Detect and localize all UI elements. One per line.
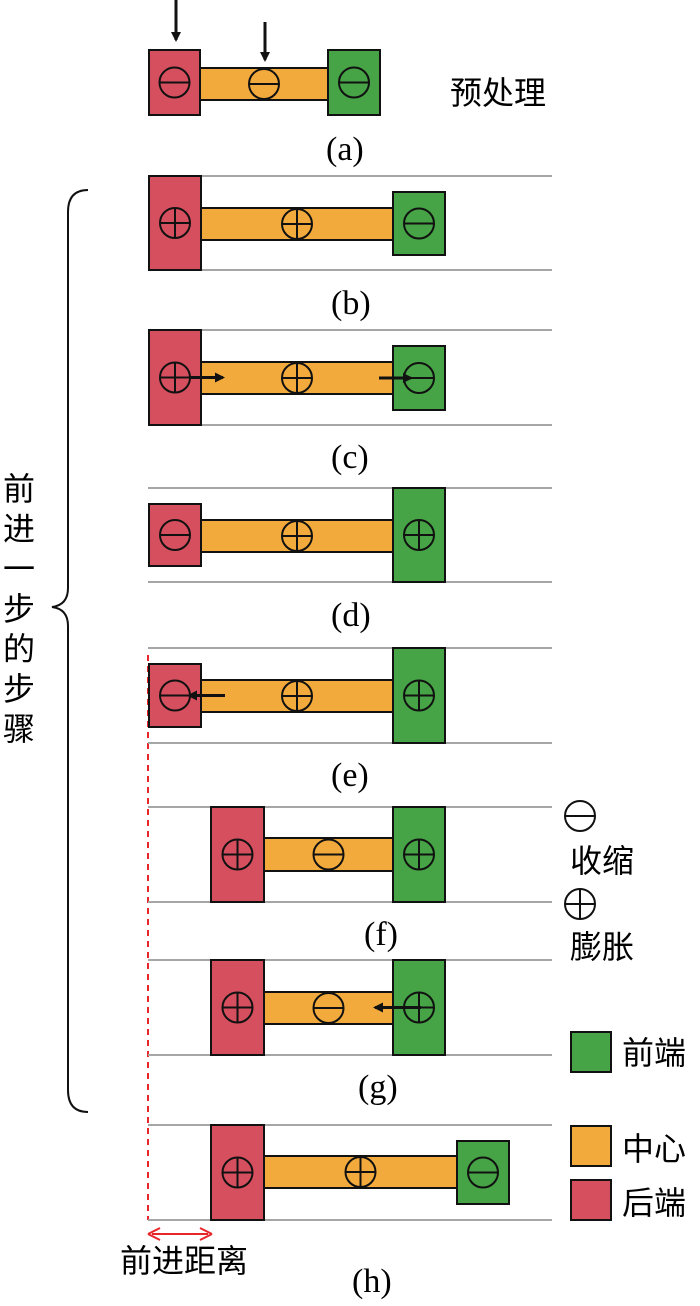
stage-label: (f): [364, 916, 398, 953]
legend-contract-symbol: [564, 800, 596, 832]
center-state-icon: [281, 362, 313, 394]
center-state-icon: [344, 1156, 377, 1188]
front-state-icon: [338, 66, 370, 99]
stage-label: (g): [358, 1069, 398, 1106]
rear-state-icon: [159, 519, 191, 551]
stage-label: (b): [331, 285, 371, 322]
center-state-icon: [312, 838, 345, 871]
stages: (a) (b) (c) (d) (e) (f) (g) (h): [148, 0, 552, 1300]
front-state-icon: [403, 519, 435, 551]
stage-a: (a): [148, 0, 381, 168]
stage-g: (g): [148, 959, 552, 1106]
stage-b: (b): [148, 175, 552, 322]
legend-contract-label: 收缩: [570, 843, 634, 879]
bracket-label-char: 的: [3, 631, 35, 667]
stage-label: (d): [331, 597, 371, 634]
advance-arrow-left-head: [147, 1227, 161, 1241]
stage-label: (h): [352, 1263, 392, 1300]
stage-e: (e): [148, 647, 552, 794]
bracket-label-char: 一: [3, 551, 35, 587]
bracket-label-char: 进: [3, 511, 35, 547]
center-state-icon: [281, 680, 313, 712]
legend-expand-symbol: [564, 888, 596, 920]
legend-center-swatch: [570, 1125, 612, 1167]
legend: 收缩 膨胀 前端 中心 后端: [564, 800, 686, 1221]
stage-h: (h): [148, 1124, 552, 1300]
bracket-label-char: 骤: [3, 711, 35, 747]
bracket-label-char: 步: [3, 671, 35, 707]
stage-f: (f): [148, 806, 552, 953]
bracket-label-char: 步: [3, 591, 35, 627]
stage-label: (e): [331, 757, 369, 794]
stage-c: (c): [148, 329, 552, 476]
stage-label: (a): [326, 131, 364, 168]
expand-symbol-icon: [564, 888, 596, 920]
legend-front-swatch: [570, 1031, 612, 1073]
stage-d: (d): [148, 487, 552, 634]
stage-label: (c): [331, 439, 369, 476]
contract-symbol-icon: [564, 800, 596, 832]
front-state-icon: [403, 207, 435, 240]
advance-arrow-right-head: [199, 1227, 213, 1241]
center-state-icon: [312, 992, 345, 1024]
center-state-icon: [281, 208, 313, 240]
legend-front-label: 前端: [622, 1035, 686, 1071]
center-state-icon: [281, 520, 313, 552]
rear-state-icon: [159, 361, 191, 394]
rear-state-icon: [159, 207, 191, 239]
preprocess-label: 预处理: [450, 75, 546, 111]
front-state-icon: [403, 679, 435, 712]
rear-state-icon: [221, 838, 254, 871]
steps-bracket: [51, 189, 89, 1113]
front-state-icon: [403, 838, 435, 871]
front-state-icon: [467, 1156, 499, 1189]
rear-state-icon: [158, 66, 191, 99]
distance-label: 前进距离: [120, 1243, 248, 1279]
legend-center-label: 中心: [622, 1131, 686, 1167]
legend-rear-swatch: [570, 1179, 612, 1221]
bracket-label-char: 前: [3, 471, 35, 507]
legend-rear-label: 后端: [622, 1185, 686, 1221]
center-state-icon: [248, 68, 280, 100]
legend-expand-label: 膨胀: [570, 929, 634, 965]
rear-state-icon: [221, 991, 254, 1024]
rear-state-icon: [221, 1156, 254, 1189]
